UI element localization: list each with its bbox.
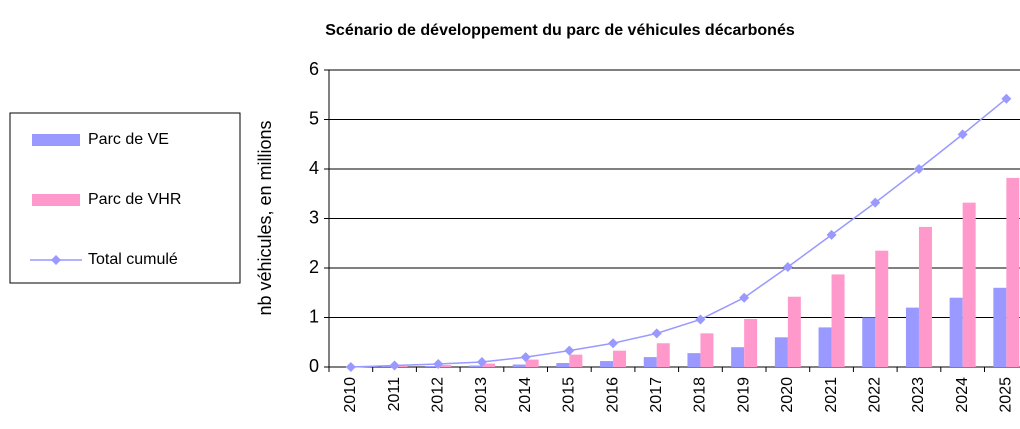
bar [818,327,832,367]
marker [782,262,793,273]
bar [962,202,976,367]
x-tick-label: 2018 [692,377,709,413]
bar [525,359,539,367]
marker [695,314,706,325]
bar [613,350,627,367]
bar [831,274,845,367]
bar [700,333,714,367]
legend-swatch [32,134,80,146]
x-tick-label: 2010 [342,377,359,413]
bar [774,337,788,367]
y-tick-label: 2 [309,257,319,277]
x-tick-label: 2017 [648,377,665,413]
bar [918,226,932,367]
bar [787,296,801,367]
y-axis-label: nb véhicules, en millions [255,120,275,315]
bar [875,250,889,367]
marker [608,338,619,349]
bar [949,297,963,367]
legend-label: Parc de VHR [88,191,181,208]
bar [438,365,452,367]
line [350,98,1007,368]
bar [656,343,670,367]
marker [564,345,575,356]
x-tick-label: 2023 [910,377,927,413]
bar [425,366,439,367]
x-tick-label: 2012 [429,377,446,413]
bar [862,317,876,367]
legend-label: Total cumulé [88,251,178,268]
marker [520,352,531,363]
legend-marker [51,255,61,265]
y-tick-label: 3 [309,207,319,227]
x-tick-label: 2019 [735,377,752,413]
marker [957,129,968,140]
bar [600,361,614,367]
bar [731,347,745,367]
bar [643,357,657,367]
bar [905,307,919,367]
y-tick-label: 6 [309,59,319,79]
x-tick-label: 2015 [561,377,578,413]
marker [476,357,487,368]
marker [913,164,924,174]
y-tick-label: 5 [309,108,319,128]
bar [993,287,1007,367]
marker [345,362,356,372]
x-tick-label: 2022 [866,377,883,413]
bar [556,363,570,367]
x-tick-label: 2021 [823,377,840,413]
marker [389,360,400,371]
bar [394,366,408,367]
bar [1006,177,1020,367]
x-tick-label: 2011 [386,377,403,412]
bar [569,354,583,367]
marker [826,229,837,240]
marker [651,328,662,339]
bar [687,353,701,367]
y-tick-label: 0 [309,356,319,376]
bar [744,318,758,367]
legend-label: Parc de VE [88,131,169,148]
marker [433,359,444,370]
x-tick-label: 2024 [954,377,971,413]
y-tick-label: 4 [309,158,319,178]
marker [870,197,881,208]
marker [1001,93,1012,104]
x-tick-label: 2014 [517,377,534,413]
x-tick-label: 2025 [998,377,1015,413]
y-tick-label: 1 [309,306,319,326]
bar [468,365,482,367]
x-tick-label: 2020 [779,377,796,413]
x-tick-label: 2016 [604,377,621,413]
legend-swatch [32,194,80,206]
x-tick-label: 2013 [473,377,490,413]
chart-title: Scénario de développement du parc de véh… [325,22,795,39]
bar [481,363,495,367]
bar [512,364,526,367]
marker [739,292,750,303]
